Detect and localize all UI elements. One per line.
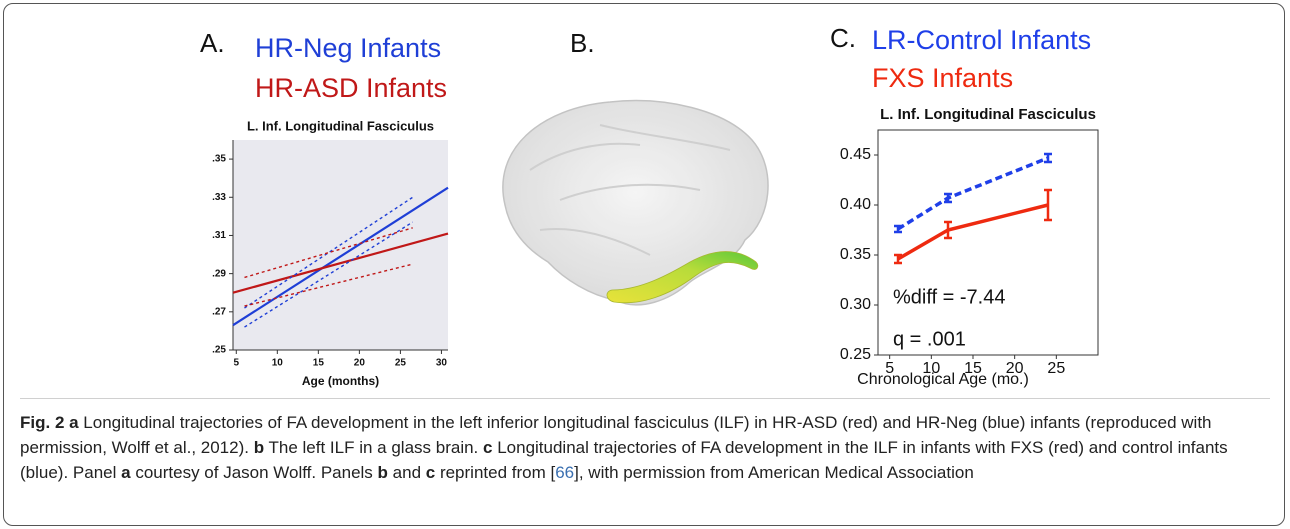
y-tick-label: .31 (212, 230, 226, 241)
caption-text: The left ILF in a glass brain. (264, 438, 483, 457)
x-tick-label: 10 (922, 360, 940, 377)
chart-title: L. Inf. Longitudinal Fasciculus (247, 118, 434, 133)
y-tick-label: 0.45 (840, 146, 871, 163)
y-tick-label: .33 (212, 192, 226, 203)
caption-text: b (254, 438, 264, 457)
citation-link[interactable]: 66 (555, 463, 574, 482)
legend-entry: HR-Neg Infants (255, 33, 441, 63)
brain-image (503, 101, 768, 305)
y-tick-label: 0.30 (840, 296, 871, 313)
panel-label: C. (830, 23, 856, 53)
y-tick-label: .29 (212, 268, 226, 279)
legend-entry: LR-Control Infants (872, 25, 1091, 55)
caption-text: b (378, 463, 388, 482)
y-tick-label: .35 (212, 154, 226, 165)
annotation: q = .001 (893, 328, 966, 350)
caption-text: and (388, 463, 426, 482)
y-tick-label: .25 (212, 345, 226, 356)
caption-text: ], with permission from American Medical… (574, 463, 974, 482)
x-axis-label: Age (months) (302, 374, 379, 388)
caption-text: c (426, 463, 435, 482)
x-tick-label: 15 (964, 360, 982, 377)
caption-text: a (121, 463, 130, 482)
x-tick-label: 20 (354, 358, 366, 369)
x-tick-label: 25 (395, 358, 407, 369)
panel-label: A. (200, 28, 225, 58)
y-tick-label: 0.35 (840, 246, 871, 263)
x-tick-label: 15 (313, 358, 325, 369)
legend-entry: HR-ASD Infants (255, 73, 447, 103)
caption-text: Fig. 2 a (20, 413, 79, 432)
x-tick-label: 10 (272, 358, 284, 369)
y-tick-label: 0.25 (840, 346, 871, 363)
legend-entry: FXS Infants (872, 63, 1013, 93)
x-tick-label: 5 (234, 358, 240, 369)
x-tick-label: 20 (1006, 360, 1024, 377)
caption-text: reprinted from [ (435, 463, 555, 482)
x-tick-label: 30 (436, 358, 448, 369)
x-tick-label: 25 (1047, 360, 1065, 377)
x-axis-label: Chronological Age (mo.) (857, 371, 1029, 388)
page: {"chart_data": [ {"type": "line", "panel… (0, 0, 1290, 529)
plot-area (878, 130, 1098, 355)
x-tick-label: 5 (885, 360, 894, 377)
caption: Fig. 2 a Longitudinal trajectories of FA… (20, 410, 1270, 485)
figure: B. A. L. Inf. Longitudinal Fasciculus Age … (0, 0, 1290, 400)
annotation: %diff = -7.44 (893, 286, 1005, 308)
separator (20, 398, 1270, 399)
panel-label: B. (570, 28, 595, 58)
chart-title: L. Inf. Longitudinal Fasciculus (880, 106, 1096, 123)
caption-text: courtesy of Jason Wolff. Panels (131, 463, 378, 482)
y-tick-label: .27 (212, 306, 226, 317)
y-tick-label: 0.40 (840, 196, 871, 213)
